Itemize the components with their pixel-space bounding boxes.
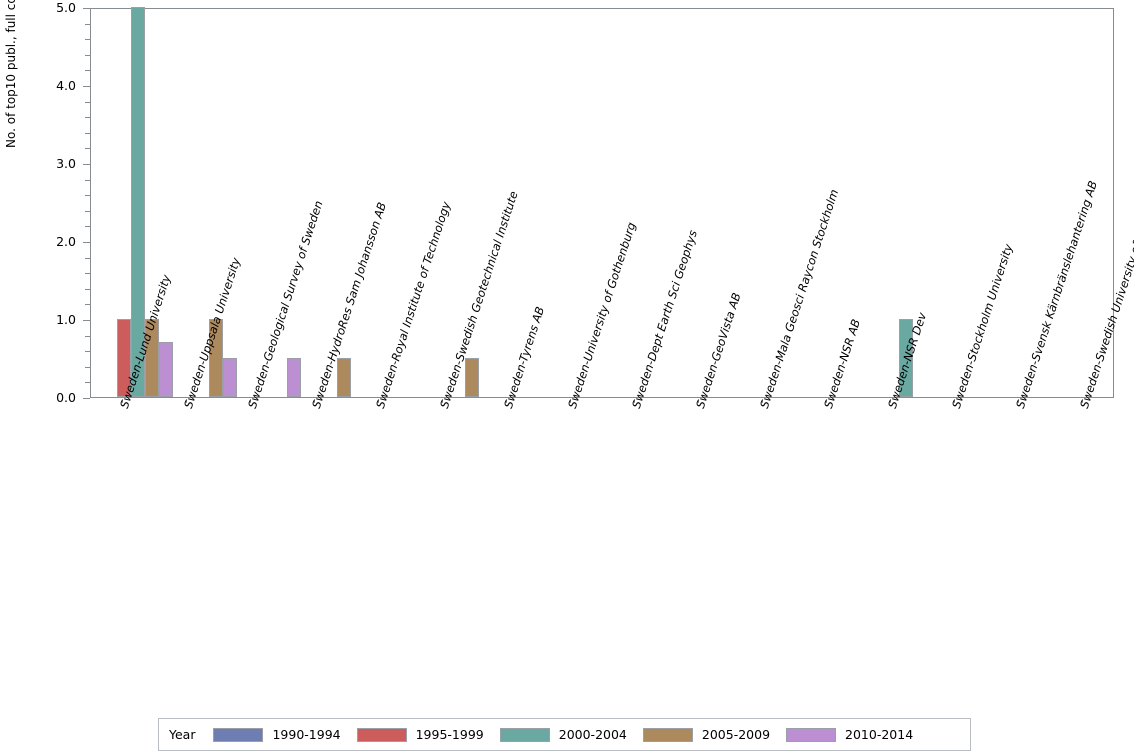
x-tick-mark — [570, 399, 571, 403]
x-tick-mark — [442, 399, 443, 403]
y-tick-mark-minor — [85, 257, 90, 259]
bar — [145, 319, 159, 397]
bar — [899, 319, 913, 397]
y-tick-mark — [83, 8, 90, 9]
x-tick-mark — [634, 399, 635, 403]
x-tick-mark — [506, 399, 507, 403]
x-tick-mark — [186, 399, 187, 403]
y-tick-mark — [83, 398, 90, 399]
y-tick-label: 4.0 — [56, 78, 76, 93]
legend-swatch — [499, 727, 550, 742]
legend: Year 1990-1994 1995-1999 2000-2004 2005-200… — [158, 718, 971, 751]
y-tick-mark-minor — [85, 117, 90, 119]
legend-item[interactable]: 1990-1994 — [213, 727, 341, 742]
x-tick-mark — [314, 399, 315, 403]
x-tick-mark — [250, 399, 251, 403]
y-tick-label: 2.0 — [56, 234, 76, 249]
y-axis-title: No. of top10 publ., full counts — [4, 0, 18, 148]
legend-swatch — [786, 727, 837, 742]
bar — [223, 358, 237, 397]
legend-item[interactable]: 1995-1999 — [356, 727, 484, 742]
y-tick-mark-minor — [85, 179, 90, 181]
bar — [131, 7, 145, 397]
x-tick-mark — [762, 399, 763, 403]
x-tick-mark — [954, 399, 955, 403]
legend-label: 2010-2014 — [845, 727, 914, 742]
y-tick-mark-minor — [85, 101, 90, 103]
y-tick-mark-minor — [85, 304, 90, 306]
bar — [209, 319, 223, 397]
y-tick-mark-minor — [85, 366, 90, 368]
x-tick-mark — [378, 399, 379, 403]
y-tick-mark — [83, 242, 90, 243]
x-tick-mark — [890, 399, 891, 403]
y-tick-mark-minor — [85, 132, 90, 134]
y-tick-label: 1.0 — [56, 312, 76, 327]
legend-items: 1990-1994 1995-1999 2000-2004 2005-2009 2010… — [213, 727, 929, 742]
y-tick-mark-minor — [85, 273, 90, 275]
legend-title: Year — [169, 727, 196, 742]
legend-item[interactable]: 2010-2014 — [786, 727, 913, 742]
y-tick-mark — [83, 86, 90, 87]
bar — [337, 358, 351, 397]
legend-swatch — [213, 727, 264, 742]
bar — [465, 358, 479, 397]
legend-item[interactable]: 2000-2004 — [499, 727, 627, 742]
legend-swatch — [642, 727, 693, 742]
y-tick-mark-minor — [85, 351, 90, 353]
y-tick-mark-minor — [85, 148, 90, 150]
x-tick-mark — [1082, 399, 1083, 403]
x-tick-mark — [826, 399, 827, 403]
y-tick-mark-minor — [85, 70, 90, 72]
plot-area — [90, 7, 1114, 398]
y-tick-mark-minor — [85, 195, 90, 197]
bar — [287, 358, 301, 397]
y-tick-mark-minor — [85, 382, 90, 384]
legend-label: 2000-2004 — [558, 727, 627, 742]
y-tick-mark-minor — [85, 335, 90, 337]
y-tick-mark-minor — [85, 226, 90, 228]
legend-label: 1990-1994 — [272, 727, 341, 742]
y-tick-mark — [83, 320, 90, 321]
x-tick-mark — [698, 399, 699, 403]
x-tick-mark — [122, 399, 123, 403]
bar — [159, 342, 173, 397]
y-tick-mark-minor — [85, 54, 90, 56]
y-tick-label: 0.0 — [56, 390, 76, 405]
x-tick-mark — [1018, 399, 1019, 403]
y-tick-mark-minor — [85, 288, 90, 290]
y-tick-mark-minor — [85, 210, 90, 212]
legend-item[interactable]: 2005-2009 — [642, 727, 771, 742]
legend-label: 2005-2009 — [701, 727, 771, 742]
legend-label: 1995-1999 — [415, 727, 484, 742]
y-tick-label: 3.0 — [56, 156, 76, 171]
y-tick-mark-minor — [85, 23, 90, 25]
y-tick-mark — [83, 164, 90, 165]
bar — [117, 319, 131, 397]
y-tick-label: 5.0 — [56, 0, 76, 15]
legend-swatch — [356, 727, 407, 742]
y-tick-mark-minor — [85, 39, 90, 41]
